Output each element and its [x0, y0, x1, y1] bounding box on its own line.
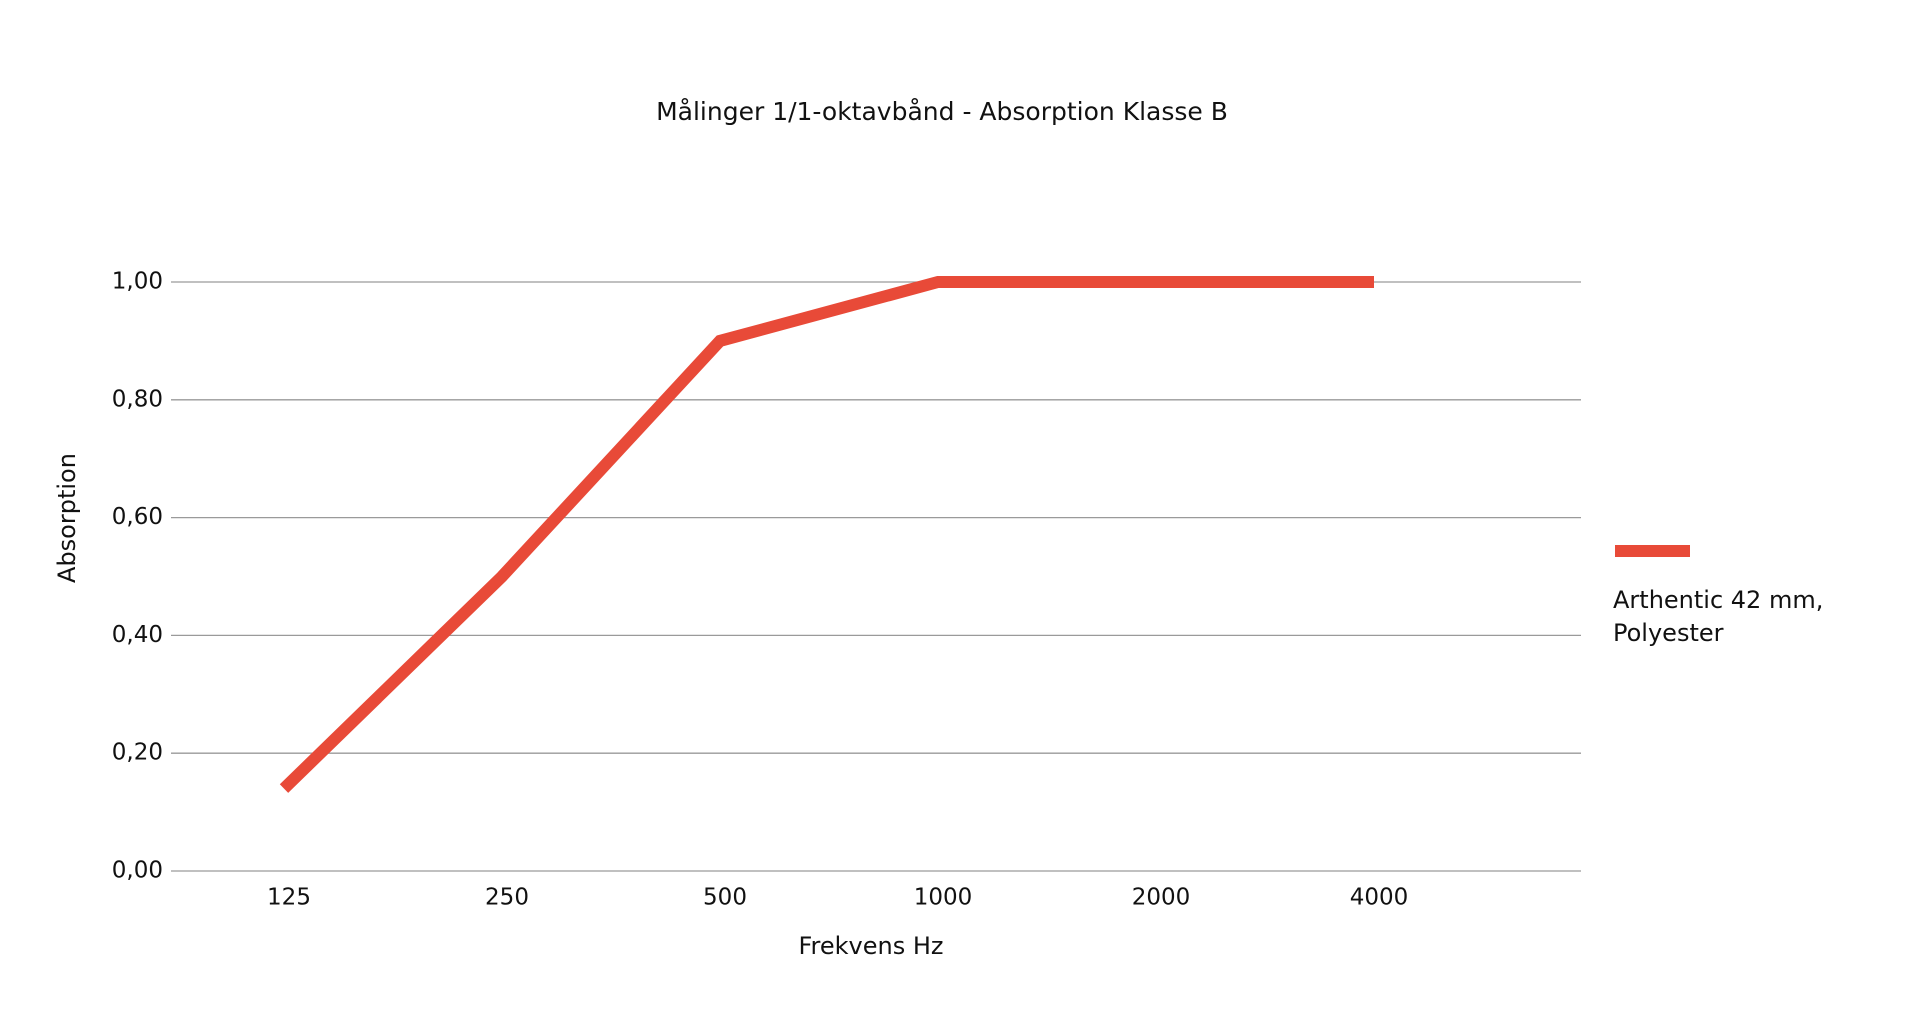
data-line — [279, 276, 1374, 793]
x-tick-label: 500 — [703, 885, 747, 911]
x-tick-label: 4000 — [1350, 885, 1409, 911]
y-tick-label: 0,60 — [112, 504, 163, 530]
y-tick-label: 1,00 — [112, 269, 163, 295]
y-tick-label: 0,40 — [112, 622, 163, 648]
x-tick-label: 250 — [485, 885, 529, 911]
y-tick-label: 0,20 — [112, 740, 163, 766]
chart-title: Målinger 1/1-oktavbånd - Absorption Klas… — [656, 97, 1228, 126]
legend-label: Arthentic 42 mm, Polyester — [1613, 586, 1824, 647]
x-tick-label: 125 — [267, 885, 311, 911]
x-axis-label: Frekvens Hz — [798, 932, 943, 960]
x-tick-label: 2000 — [1132, 885, 1191, 911]
y-tick-label: 0,80 — [112, 386, 163, 412]
y-axis-label: Absorption — [53, 453, 81, 583]
y-tick-label: 0,00 — [112, 858, 163, 884]
x-tick-label: 1000 — [914, 885, 973, 911]
